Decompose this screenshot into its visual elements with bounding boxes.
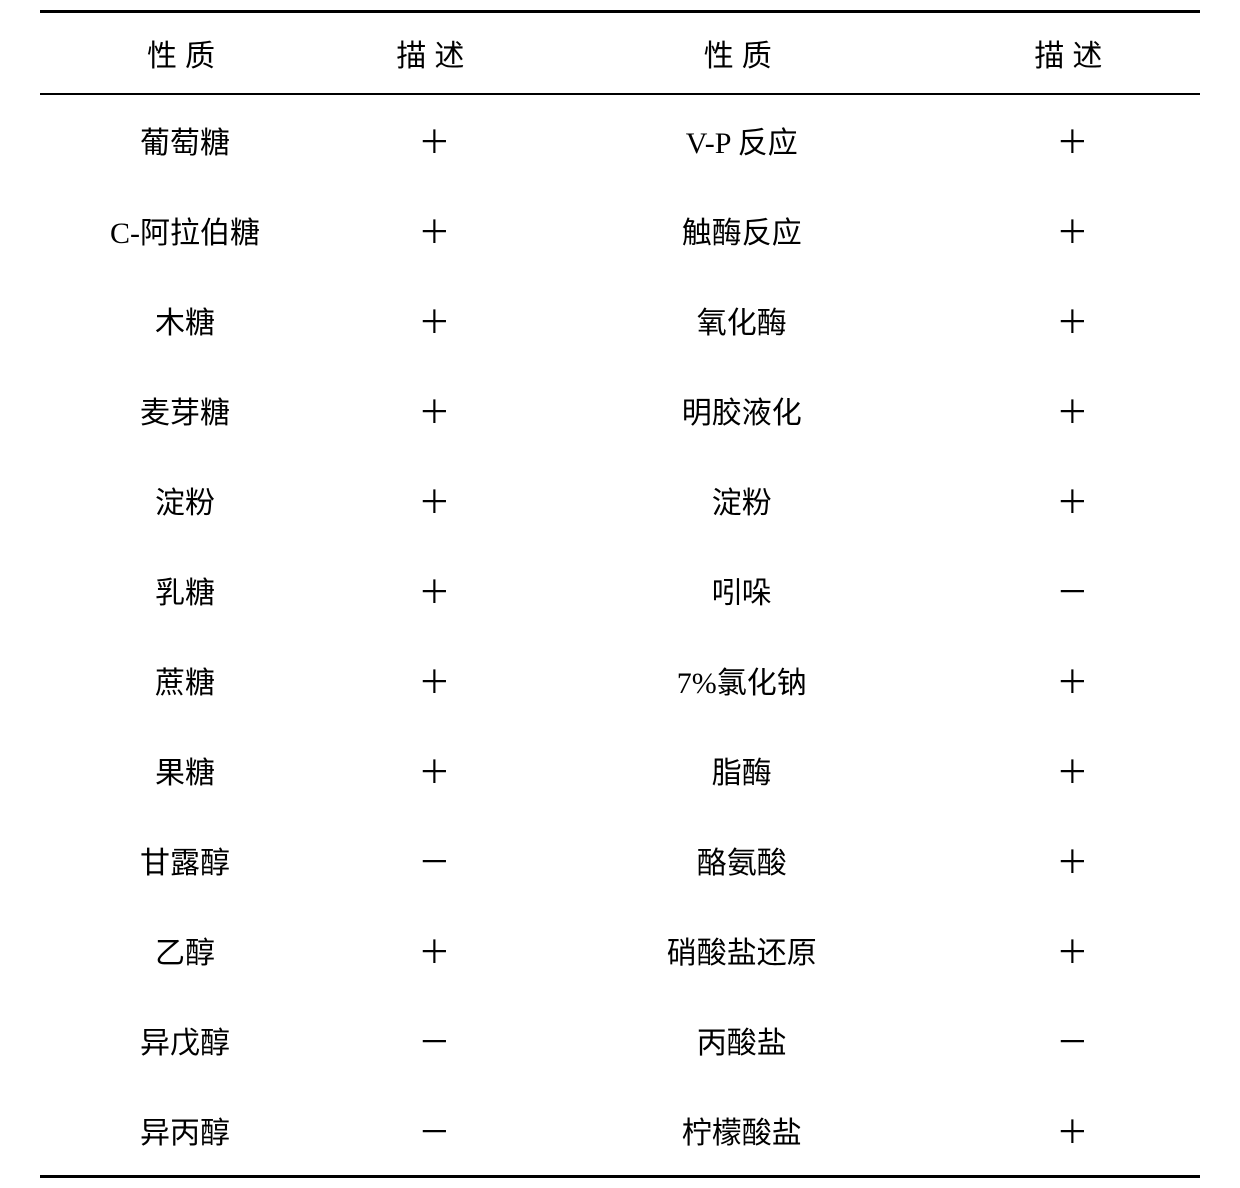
property-cell: 7%氯化钠 bbox=[539, 635, 945, 725]
description-cell: － bbox=[330, 995, 539, 1085]
description-cell: － bbox=[945, 545, 1200, 635]
table-row: 麦芽糖 ＋ 明胶液化 ＋ bbox=[40, 365, 1200, 455]
property-cell: 触酶反应 bbox=[539, 185, 945, 275]
table-row: 木糖 ＋ 氧化酶 ＋ bbox=[40, 275, 1200, 365]
property-cell: 异戊醇 bbox=[40, 995, 330, 1085]
property-cell: 果糖 bbox=[40, 725, 330, 815]
description-cell: － bbox=[945, 995, 1200, 1085]
header-property-2: 性质 bbox=[539, 12, 945, 95]
description-cell: ＋ bbox=[330, 545, 539, 635]
property-cell: 硝酸盐还原 bbox=[539, 905, 945, 995]
property-cell: 明胶液化 bbox=[539, 365, 945, 455]
property-cell: 葡萄糖 bbox=[40, 94, 330, 185]
description-cell: ＋ bbox=[945, 455, 1200, 545]
description-cell: ＋ bbox=[945, 185, 1200, 275]
property-cell: 麦芽糖 bbox=[40, 365, 330, 455]
property-cell: 乳糖 bbox=[40, 545, 330, 635]
description-cell: － bbox=[330, 1085, 539, 1177]
description-cell: ＋ bbox=[945, 275, 1200, 365]
description-cell: － bbox=[330, 815, 539, 905]
table-row: 异戊醇 － 丙酸盐 － bbox=[40, 995, 1200, 1085]
table-row: C-阿拉伯糖 ＋ 触酶反应 ＋ bbox=[40, 185, 1200, 275]
property-cell: 淀粉 bbox=[40, 455, 330, 545]
description-cell: ＋ bbox=[945, 815, 1200, 905]
property-cell: 脂酶 bbox=[539, 725, 945, 815]
table-header-row: 性质 描述 性质 描述 bbox=[40, 12, 1200, 95]
table-row: 甘露醇 － 酪氨酸 ＋ bbox=[40, 815, 1200, 905]
property-cell: 异丙醇 bbox=[40, 1085, 330, 1177]
description-cell: ＋ bbox=[330, 94, 539, 185]
property-cell: 丙酸盐 bbox=[539, 995, 945, 1085]
table-row: 葡萄糖 ＋ V-P 反应 ＋ bbox=[40, 94, 1200, 185]
properties-table-container: 性质 描述 性质 描述 葡萄糖 ＋ V-P 反应 ＋ C-阿拉伯糖 ＋ 触酶反应… bbox=[0, 0, 1240, 1188]
description-cell: ＋ bbox=[330, 905, 539, 995]
table-row: 果糖 ＋ 脂酶 ＋ bbox=[40, 725, 1200, 815]
table-row: 异丙醇 － 柠檬酸盐 ＋ bbox=[40, 1085, 1200, 1177]
description-cell: ＋ bbox=[945, 905, 1200, 995]
property-cell: V-P 反应 bbox=[539, 94, 945, 185]
description-cell: ＋ bbox=[330, 455, 539, 545]
description-cell: ＋ bbox=[330, 275, 539, 365]
description-cell: ＋ bbox=[330, 725, 539, 815]
properties-table: 性质 描述 性质 描述 葡萄糖 ＋ V-P 反应 ＋ C-阿拉伯糖 ＋ 触酶反应… bbox=[40, 10, 1200, 1178]
description-cell: ＋ bbox=[945, 635, 1200, 725]
property-cell: 氧化酶 bbox=[539, 275, 945, 365]
table-row: 乙醇 ＋ 硝酸盐还原 ＋ bbox=[40, 905, 1200, 995]
header-description-1: 描述 bbox=[330, 12, 539, 95]
table-row: 淀粉 ＋ 淀粉 ＋ bbox=[40, 455, 1200, 545]
property-cell: C-阿拉伯糖 bbox=[40, 185, 330, 275]
table-row: 乳糖 ＋ 吲哚 － bbox=[40, 545, 1200, 635]
description-cell: ＋ bbox=[330, 635, 539, 725]
property-cell: 酪氨酸 bbox=[539, 815, 945, 905]
description-cell: ＋ bbox=[945, 94, 1200, 185]
description-cell: ＋ bbox=[945, 1085, 1200, 1177]
description-cell: ＋ bbox=[330, 185, 539, 275]
property-cell: 柠檬酸盐 bbox=[539, 1085, 945, 1177]
property-cell: 乙醇 bbox=[40, 905, 330, 995]
property-cell: 甘露醇 bbox=[40, 815, 330, 905]
table-row: 蔗糖 ＋ 7%氯化钠 ＋ bbox=[40, 635, 1200, 725]
description-cell: ＋ bbox=[945, 725, 1200, 815]
header-description-2: 描述 bbox=[945, 12, 1200, 95]
property-cell: 木糖 bbox=[40, 275, 330, 365]
property-cell: 吲哚 bbox=[539, 545, 945, 635]
description-cell: ＋ bbox=[330, 365, 539, 455]
property-cell: 淀粉 bbox=[539, 455, 945, 545]
description-cell: ＋ bbox=[945, 365, 1200, 455]
property-cell: 蔗糖 bbox=[40, 635, 330, 725]
header-property-1: 性质 bbox=[40, 12, 330, 95]
